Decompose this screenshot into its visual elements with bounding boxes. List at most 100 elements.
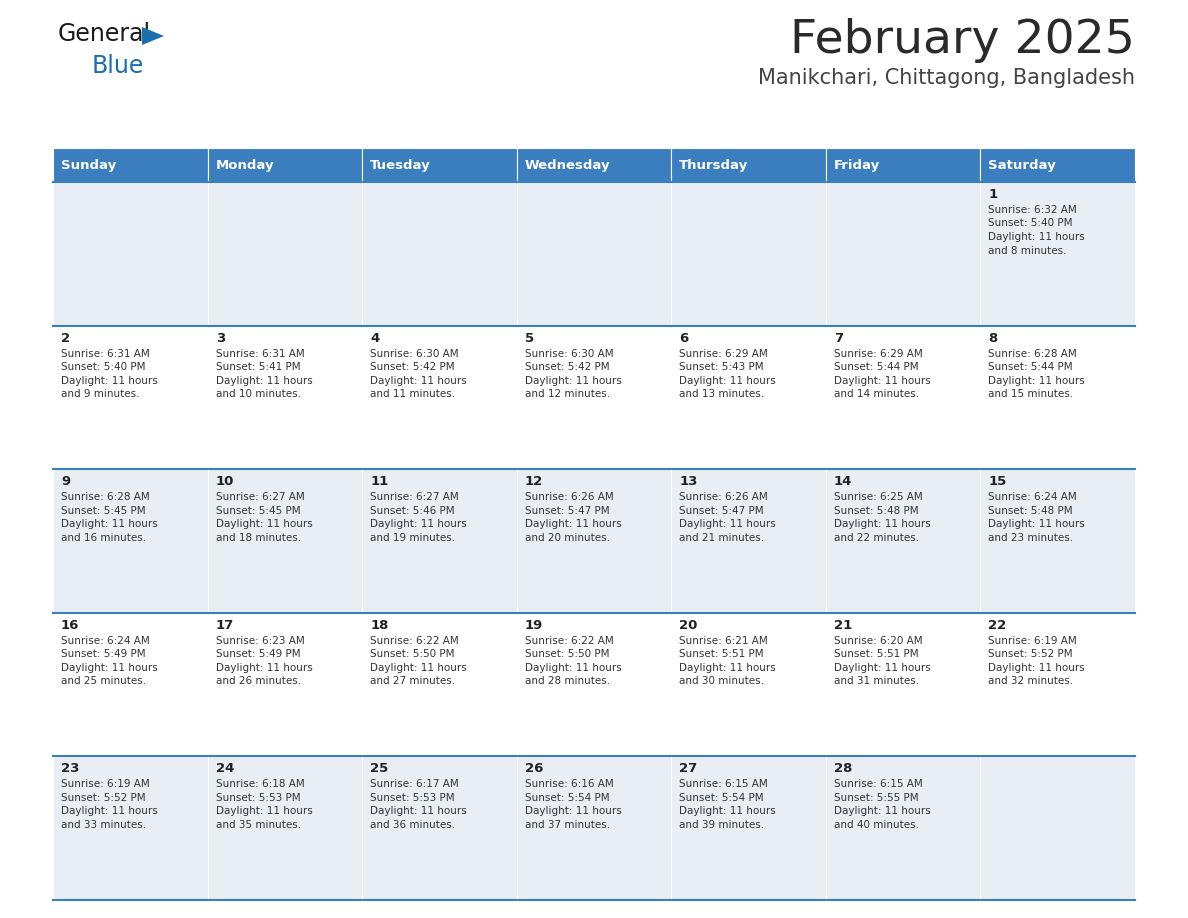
- Text: Daylight: 11 hours: Daylight: 11 hours: [61, 520, 158, 529]
- Bar: [671, 326, 826, 469]
- Text: Saturday: Saturday: [988, 159, 1056, 172]
- Text: Sunset: 5:48 PM: Sunset: 5:48 PM: [834, 506, 918, 516]
- Text: Sunset: 5:49 PM: Sunset: 5:49 PM: [215, 649, 301, 659]
- Bar: [53, 469, 208, 613]
- Text: and 32 minutes.: and 32 minutes.: [988, 677, 1074, 687]
- Text: and 16 minutes.: and 16 minutes.: [61, 532, 146, 543]
- Text: 8: 8: [988, 331, 998, 344]
- Text: and 19 minutes.: and 19 minutes.: [371, 532, 455, 543]
- Text: 25: 25: [371, 763, 388, 776]
- Text: Sunset: 5:48 PM: Sunset: 5:48 PM: [988, 506, 1073, 516]
- Text: 7: 7: [834, 331, 843, 344]
- Text: Sunrise: 6:25 AM: Sunrise: 6:25 AM: [834, 492, 923, 502]
- Text: 12: 12: [525, 476, 543, 488]
- Text: Sunset: 5:53 PM: Sunset: 5:53 PM: [215, 793, 301, 803]
- Text: 6: 6: [680, 331, 689, 344]
- Text: Manikchari, Chittagong, Bangladesh: Manikchari, Chittagong, Bangladesh: [758, 68, 1135, 88]
- Text: Blue: Blue: [91, 54, 145, 78]
- Text: and 15 minutes.: and 15 minutes.: [988, 389, 1074, 399]
- Text: Daylight: 11 hours: Daylight: 11 hours: [834, 520, 930, 529]
- Text: Sunset: 5:52 PM: Sunset: 5:52 PM: [988, 649, 1073, 659]
- Text: and 21 minutes.: and 21 minutes.: [680, 532, 764, 543]
- Text: Tuesday: Tuesday: [371, 159, 431, 172]
- Text: Sunday: Sunday: [61, 159, 116, 172]
- Text: Sunrise: 6:32 AM: Sunrise: 6:32 AM: [988, 205, 1078, 215]
- Text: Sunset: 5:44 PM: Sunset: 5:44 PM: [988, 362, 1073, 372]
- Text: Sunrise: 6:27 AM: Sunrise: 6:27 AM: [371, 492, 459, 502]
- Bar: [208, 469, 362, 613]
- Text: and 23 minutes.: and 23 minutes.: [988, 532, 1074, 543]
- Text: 18: 18: [371, 619, 388, 632]
- Text: Sunrise: 6:19 AM: Sunrise: 6:19 AM: [61, 779, 150, 789]
- Text: 24: 24: [215, 763, 234, 776]
- Text: Sunrise: 6:31 AM: Sunrise: 6:31 AM: [215, 349, 304, 359]
- Text: Friday: Friday: [834, 159, 880, 172]
- Text: Thursday: Thursday: [680, 159, 748, 172]
- Text: Daylight: 11 hours: Daylight: 11 hours: [371, 663, 467, 673]
- Text: Daylight: 11 hours: Daylight: 11 hours: [371, 375, 467, 386]
- Text: and 25 minutes.: and 25 minutes.: [61, 677, 146, 687]
- Bar: [980, 326, 1135, 469]
- Text: Sunrise: 6:17 AM: Sunrise: 6:17 AM: [371, 779, 459, 789]
- Bar: [362, 148, 517, 182]
- Bar: [980, 756, 1135, 900]
- Text: Sunset: 5:54 PM: Sunset: 5:54 PM: [525, 793, 609, 803]
- Bar: [53, 148, 208, 182]
- Text: Sunrise: 6:30 AM: Sunrise: 6:30 AM: [371, 349, 459, 359]
- Text: General: General: [58, 22, 151, 46]
- Text: Sunrise: 6:28 AM: Sunrise: 6:28 AM: [988, 349, 1078, 359]
- Bar: [826, 469, 980, 613]
- Text: and 14 minutes.: and 14 minutes.: [834, 389, 920, 399]
- Bar: [362, 182, 517, 326]
- Text: 9: 9: [61, 476, 70, 488]
- Text: 17: 17: [215, 619, 234, 632]
- Text: Sunset: 5:50 PM: Sunset: 5:50 PM: [371, 649, 455, 659]
- Text: and 35 minutes.: and 35 minutes.: [215, 820, 301, 830]
- Text: Sunrise: 6:21 AM: Sunrise: 6:21 AM: [680, 636, 767, 645]
- Text: 16: 16: [61, 619, 80, 632]
- Text: Sunrise: 6:16 AM: Sunrise: 6:16 AM: [525, 779, 613, 789]
- Bar: [208, 148, 362, 182]
- Text: Daylight: 11 hours: Daylight: 11 hours: [525, 806, 621, 816]
- Text: Monday: Monday: [215, 159, 274, 172]
- Text: and 26 minutes.: and 26 minutes.: [215, 677, 301, 687]
- Text: and 31 minutes.: and 31 minutes.: [834, 677, 920, 687]
- Text: Sunrise: 6:18 AM: Sunrise: 6:18 AM: [215, 779, 304, 789]
- Bar: [517, 469, 671, 613]
- Text: Daylight: 11 hours: Daylight: 11 hours: [680, 520, 776, 529]
- Text: and 36 minutes.: and 36 minutes.: [371, 820, 455, 830]
- Text: Daylight: 11 hours: Daylight: 11 hours: [834, 663, 930, 673]
- Text: Sunset: 5:53 PM: Sunset: 5:53 PM: [371, 793, 455, 803]
- Bar: [826, 326, 980, 469]
- Bar: [362, 613, 517, 756]
- Bar: [980, 469, 1135, 613]
- Bar: [826, 182, 980, 326]
- Bar: [517, 756, 671, 900]
- Text: Daylight: 11 hours: Daylight: 11 hours: [834, 375, 930, 386]
- Text: 22: 22: [988, 619, 1006, 632]
- Text: Daylight: 11 hours: Daylight: 11 hours: [988, 375, 1085, 386]
- Text: Sunrise: 6:29 AM: Sunrise: 6:29 AM: [834, 349, 923, 359]
- Text: 3: 3: [215, 331, 225, 344]
- Text: Sunrise: 6:26 AM: Sunrise: 6:26 AM: [525, 492, 613, 502]
- Bar: [826, 756, 980, 900]
- Text: Sunset: 5:50 PM: Sunset: 5:50 PM: [525, 649, 609, 659]
- Bar: [362, 469, 517, 613]
- Bar: [980, 182, 1135, 326]
- Text: Sunrise: 6:20 AM: Sunrise: 6:20 AM: [834, 636, 923, 645]
- Text: 21: 21: [834, 619, 852, 632]
- Text: and 40 minutes.: and 40 minutes.: [834, 820, 918, 830]
- Text: Daylight: 11 hours: Daylight: 11 hours: [215, 806, 312, 816]
- Text: Sunset: 5:44 PM: Sunset: 5:44 PM: [834, 362, 918, 372]
- Bar: [826, 148, 980, 182]
- Text: Sunset: 5:45 PM: Sunset: 5:45 PM: [215, 506, 301, 516]
- Text: Daylight: 11 hours: Daylight: 11 hours: [61, 663, 158, 673]
- Text: Daylight: 11 hours: Daylight: 11 hours: [215, 520, 312, 529]
- Text: 11: 11: [371, 476, 388, 488]
- Text: 19: 19: [525, 619, 543, 632]
- Text: Sunset: 5:40 PM: Sunset: 5:40 PM: [61, 362, 145, 372]
- Text: Sunset: 5:51 PM: Sunset: 5:51 PM: [834, 649, 918, 659]
- Text: and 8 minutes.: and 8 minutes.: [988, 245, 1067, 255]
- Text: and 27 minutes.: and 27 minutes.: [371, 677, 455, 687]
- Text: Sunset: 5:49 PM: Sunset: 5:49 PM: [61, 649, 146, 659]
